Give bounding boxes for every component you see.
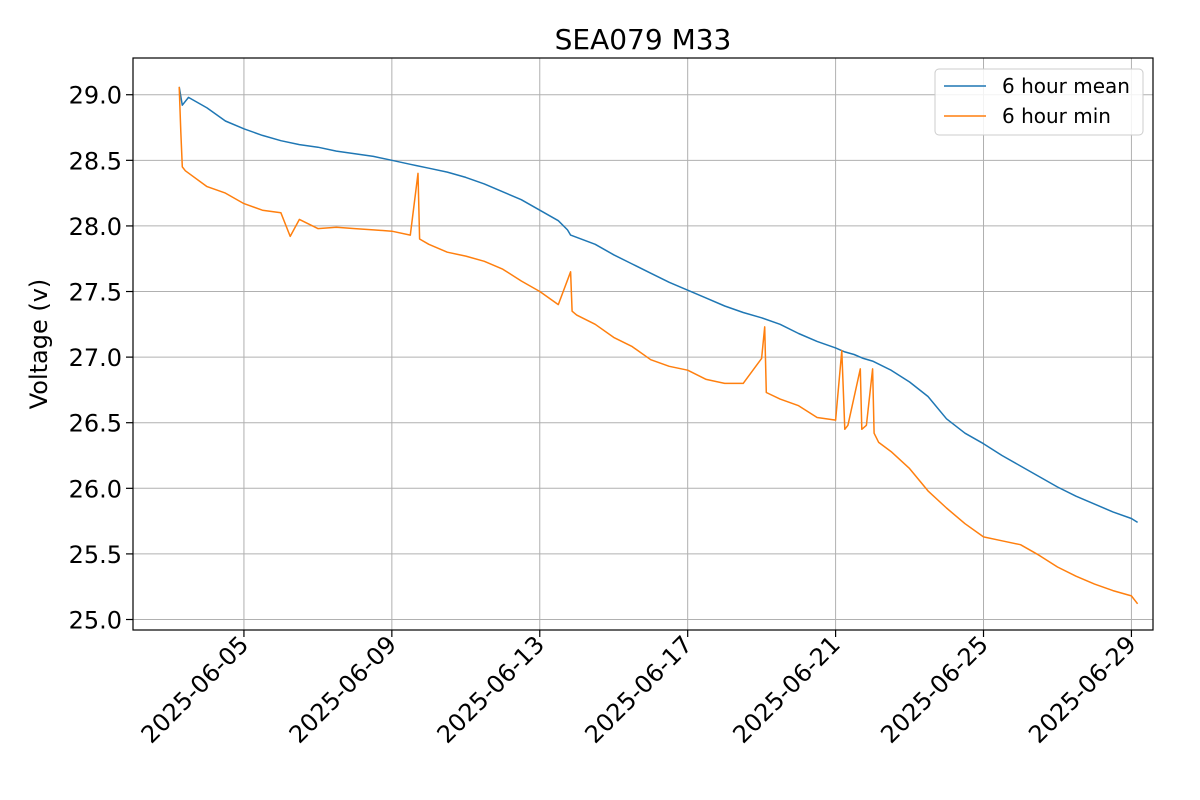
legend-box <box>934 68 1144 136</box>
x-axis-ticks: 2025-06-05 2025-06-09 2025-06-13 2025-06-17… <box>136 630 1142 749</box>
y-tick-label: 26.0 <box>69 475 122 503</box>
x-tick-label: 2025-06-21 <box>727 630 845 748</box>
x-tick-label: 2025-06-29 <box>1023 630 1141 748</box>
y-tick-label: 25.0 <box>69 607 122 635</box>
grid-lines <box>133 58 1153 630</box>
y-tick-label: 26.5 <box>69 410 122 438</box>
y-tick-label: 25.5 <box>69 541 122 569</box>
legend-label-mean: 6 hour mean <box>1002 74 1130 98</box>
x-tick-label: 2025-06-13 <box>432 630 550 748</box>
y-axis-ticks: 25.0 25.5 26.0 26.5 27.0 27.5 28.0 28.5 29.0 <box>69 82 133 635</box>
y-tick-label: 28.5 <box>69 147 122 175</box>
x-tick-label: 2025-06-25 <box>875 630 993 748</box>
y-tick-label: 27.0 <box>69 344 122 372</box>
x-tick-label: 2025-06-09 <box>284 630 402 748</box>
x-tick-label: 2025-06-05 <box>136 630 254 748</box>
y-tick-label: 28.0 <box>69 213 122 241</box>
y-tick-label: 29.0 <box>69 82 122 110</box>
plot-series <box>178 86 1139 605</box>
legend-label-min: 6 hour min <box>1002 104 1111 128</box>
x-tick-label: 2025-06-17 <box>579 630 697 748</box>
plot-frame <box>132 57 1154 631</box>
series-line-min <box>178 86 1139 605</box>
chart-title: SEA079 M33 <box>555 23 732 56</box>
y-axis-title: Voltage (v) <box>25 279 53 410</box>
y-tick-label: 27.5 <box>69 279 122 307</box>
series-line-mean <box>178 86 1138 524</box>
legend: 6 hour mean 6 hour min <box>934 68 1144 136</box>
